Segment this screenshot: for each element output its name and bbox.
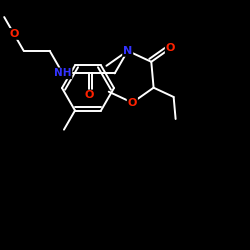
Text: O: O: [9, 29, 19, 39]
Text: NH: NH: [54, 68, 72, 78]
Text: O: O: [128, 98, 137, 108]
Text: N: N: [123, 46, 132, 56]
Text: O: O: [84, 90, 94, 101]
Text: O: O: [166, 43, 175, 53]
